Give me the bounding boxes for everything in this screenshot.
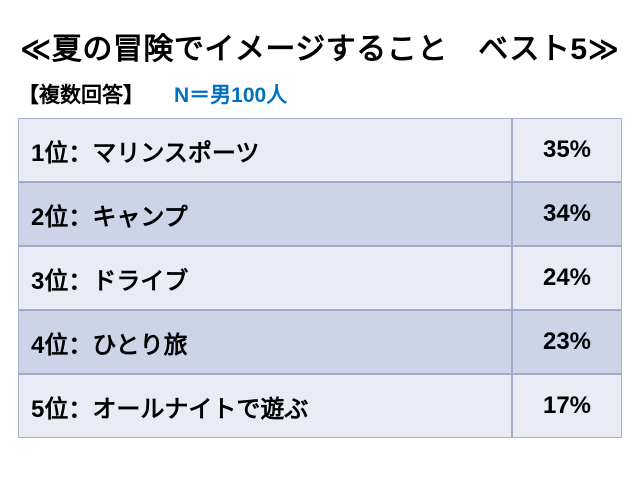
rank-percent: 35%: [511, 119, 621, 181]
page-title: ≪夏の冒険でイメージすること ベスト5≫: [20, 33, 620, 66]
table-row: 2位：キャンプ 34%: [19, 183, 621, 247]
rank-label: 5位：オールナイトで遊ぶ: [31, 395, 309, 423]
table-row: 4位：ひとり旅 23%: [19, 311, 621, 375]
rank-percent: 17%: [511, 375, 621, 437]
sample-size-label: N＝男100人: [174, 84, 288, 107]
rank-label: 2位：キャンプ: [31, 203, 188, 231]
rank-label: 1位：マリンスポーツ: [31, 139, 260, 167]
multiple-answers-note: 【複数回答】: [18, 84, 144, 107]
rank-percent: 34%: [511, 183, 621, 245]
ranking-table: 1位：マリンスポーツ 35% 2位：キャンプ 34% 3位：ドライブ 24% 4…: [18, 118, 622, 438]
table-row: 5位：オールナイトで遊ぶ 17%: [19, 375, 621, 437]
rank-percent: 24%: [511, 247, 621, 309]
table-row: 1位：マリンスポーツ 35%: [19, 119, 621, 183]
rank-label: 4位：ひとり旅: [31, 331, 188, 359]
rank-label: 3位：ドライブ: [31, 267, 189, 295]
table-row: 3位：ドライブ 24%: [19, 247, 621, 311]
rank-percent: 23%: [511, 311, 621, 373]
subtitle-line: 【複数回答】 N＝男100人: [18, 79, 287, 109]
